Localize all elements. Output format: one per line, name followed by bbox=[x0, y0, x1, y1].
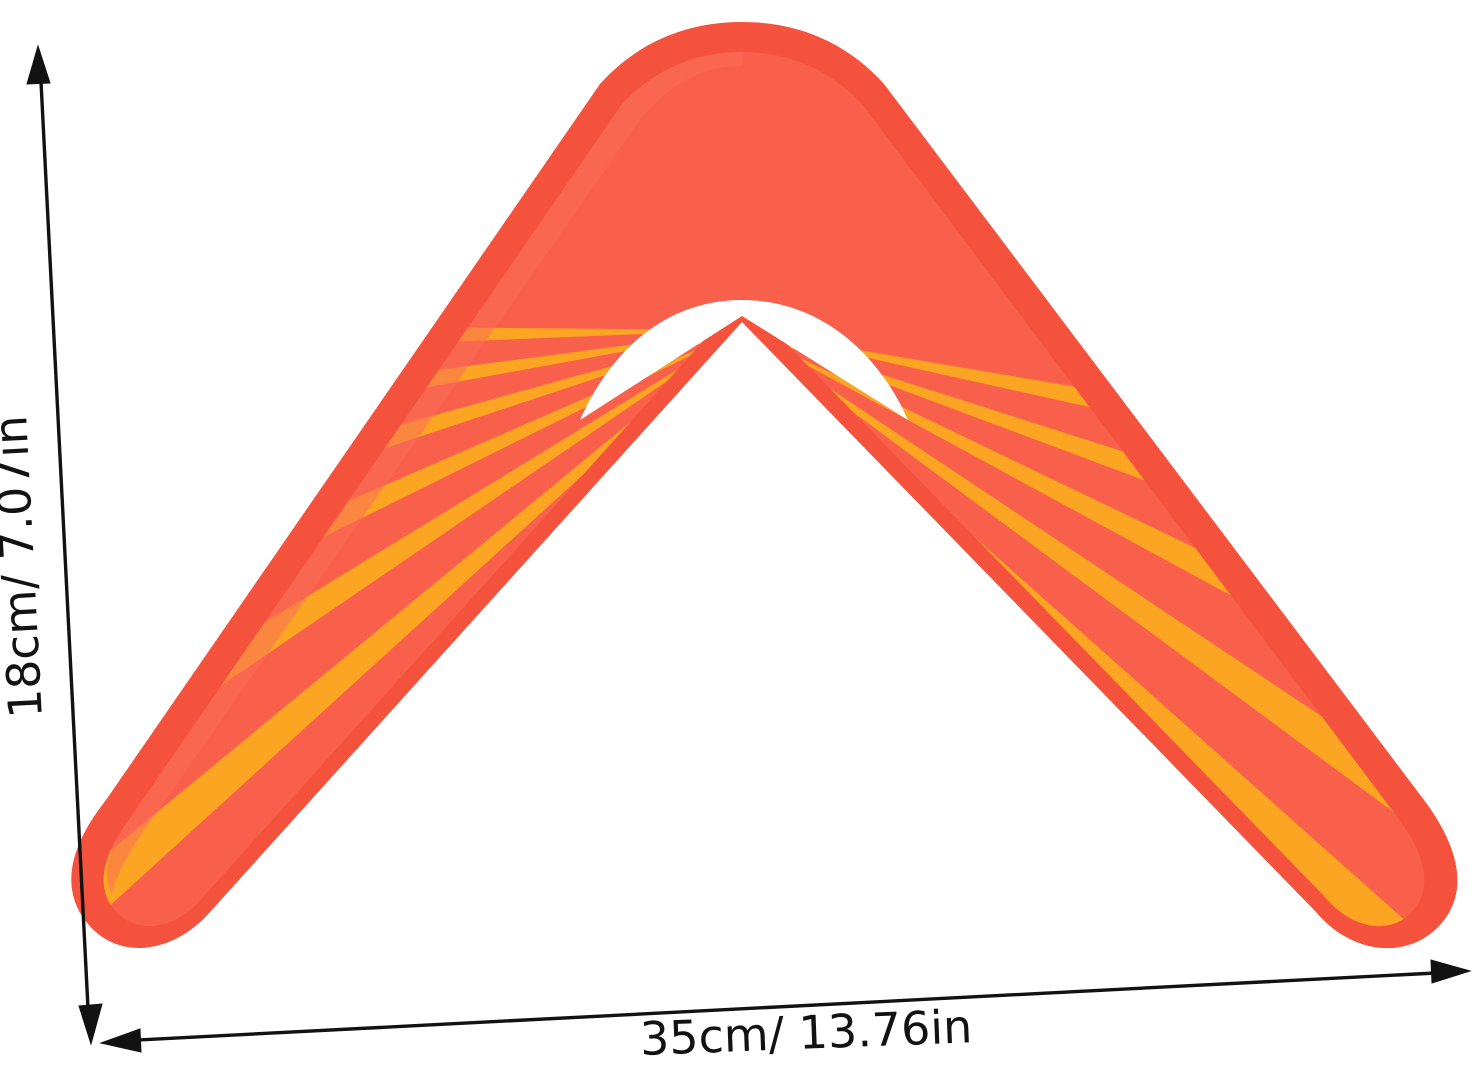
arrowhead-down bbox=[78, 1003, 103, 1046]
arrowhead-up bbox=[26, 44, 51, 85]
arrowhead-right bbox=[1430, 959, 1472, 984]
arrowhead-left bbox=[99, 1028, 142, 1053]
height-dimension-arrow bbox=[26, 44, 103, 1046]
dimension-lines bbox=[26, 44, 1472, 1053]
width-dimension-arrow bbox=[99, 959, 1472, 1053]
boomerang-body bbox=[71, 22, 1458, 949]
